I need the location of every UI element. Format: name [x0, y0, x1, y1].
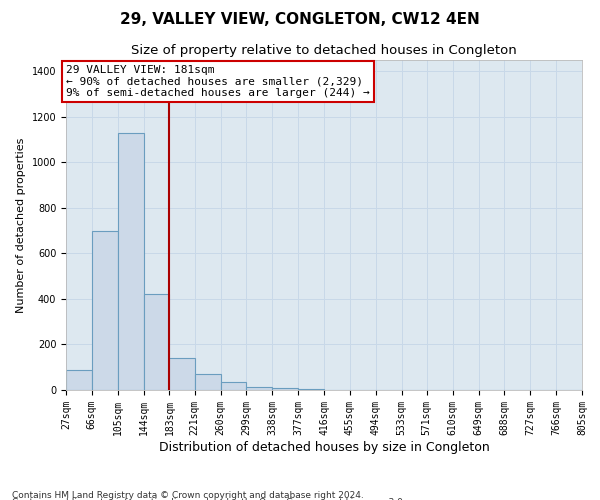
X-axis label: Distribution of detached houses by size in Congleton: Distribution of detached houses by size …: [158, 440, 490, 454]
Y-axis label: Number of detached properties: Number of detached properties: [16, 138, 26, 312]
Bar: [169, 358, 196, 390]
Text: 29, VALLEY VIEW, CONGLETON, CW12 4EN: 29, VALLEY VIEW, CONGLETON, CW12 4EN: [120, 12, 480, 28]
Bar: [66, 370, 92, 390]
Bar: [194, 374, 221, 390]
Title: Size of property relative to detached houses in Congleton: Size of property relative to detached ho…: [131, 44, 517, 58]
Text: Contains HM Land Registry data © Crown copyright and database right 2024.: Contains HM Land Registry data © Crown c…: [12, 490, 364, 500]
Bar: [272, 388, 298, 390]
Bar: [118, 133, 143, 390]
Text: 29 VALLEY VIEW: 181sqm
← 90% of detached houses are smaller (2,329)
9% of semi-d: 29 VALLEY VIEW: 181sqm ← 90% of detached…: [66, 64, 370, 98]
Bar: [221, 382, 247, 390]
Bar: [247, 386, 272, 390]
Bar: [92, 230, 118, 390]
Text: Contains public sector information licensed under the Open Government Licence v3: Contains public sector information licen…: [12, 498, 406, 500]
Bar: [143, 294, 169, 390]
